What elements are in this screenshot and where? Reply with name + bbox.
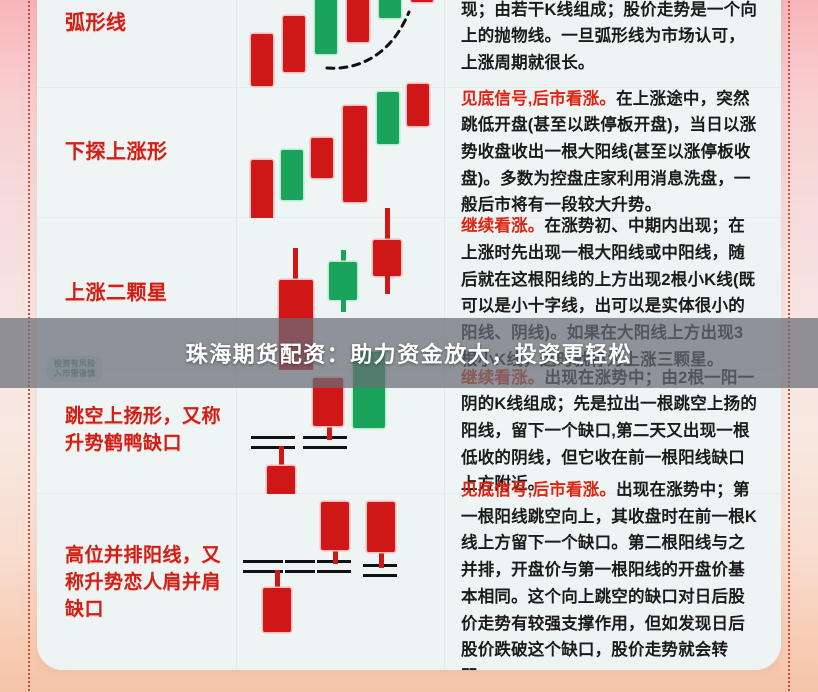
candle-wick bbox=[341, 249, 346, 268]
pattern-signal-tag: 见底信号,后市看涨。 bbox=[461, 481, 617, 499]
candle-up bbox=[281, 149, 303, 200]
candle-down bbox=[251, 34, 273, 86]
pattern-label-cell: 上涨二颗星 bbox=[37, 217, 237, 369]
gap-marker-line bbox=[285, 569, 315, 573]
gap-marker-line bbox=[303, 435, 347, 439]
gap-marker-line bbox=[363, 573, 397, 577]
gap-marker-line bbox=[243, 559, 283, 563]
candle-down bbox=[311, 137, 333, 178]
candle-wick bbox=[385, 207, 390, 252]
gap-marker-line bbox=[251, 445, 295, 449]
candle-wick bbox=[275, 569, 280, 590]
pattern-row: 下探上涨形 见底信号,后市看涨。在上涨途中，突然跳低开盘(甚至以跌停板开盘)，当… bbox=[37, 83, 781, 232]
candle-wick bbox=[327, 421, 332, 440]
candle-up-star bbox=[329, 261, 357, 300]
pattern-label-cell: 下探上涨形 bbox=[37, 87, 237, 217]
pattern-description-body: 在上涨途中，突然跳低开盘(甚至以跌停板开盘)，当日以涨势收盘收出一根大阳线(甚至… bbox=[461, 89, 757, 215]
gap-marker-line bbox=[303, 445, 347, 449]
pattern-name: 跳空上扬形，又称升势鹤鸭缺口 bbox=[65, 406, 222, 455]
pattern-name: 弧形线 bbox=[65, 12, 127, 35]
candle-down bbox=[251, 159, 273, 232]
candle-wick bbox=[385, 271, 390, 294]
candle-wick bbox=[333, 547, 338, 564]
candlestick-chart-arc-line bbox=[237, 0, 445, 87]
pattern-name: 上涨二颗星 bbox=[65, 282, 168, 305]
promo-overlay-banner: 珠海期货配资：助力资金放大，投资更轻松 bbox=[0, 318, 818, 388]
candle-down bbox=[347, 0, 369, 42]
pattern-description: 见底信号,后市看涨。在上涨途中，突然跳低开盘(甚至以跌停板开盘)，当日以涨势收盘… bbox=[461, 86, 759, 220]
pattern-label-cell: 弧形线 bbox=[37, 0, 237, 87]
candle-down bbox=[411, 0, 433, 2]
candlestick-chart-side-by-side bbox=[237, 493, 445, 670]
candle-up bbox=[377, 91, 399, 144]
candle-down-large bbox=[343, 105, 367, 202]
candle-down-star bbox=[373, 239, 401, 276]
pattern-row-list: 弧形线 见底信号，后市看涨。在涨势初期出现；由若干K线组成；股价走势 bbox=[37, 0, 781, 670]
candle-up bbox=[315, 0, 337, 54]
pattern-description-body: 在涨势初期出现；由若干K线组成；股价走势是一个向上的抛物线。一旦弧形线为市场认可… bbox=[461, 0, 758, 73]
pattern-description-cell: 见底信号,后市看涨。出现在涨势中；第一根阳线跳空向上，其收盘时在前一根K线上方留… bbox=[445, 481, 781, 670]
pattern-description-cell: 见底信号,后市看涨。在上涨途中，突然跳低开盘(甚至以跌停板开盘)，当日以涨势收盘… bbox=[445, 88, 781, 217]
pattern-description: 见底信号,后市看涨。出现在涨势中；第一根阳线跳空向上，其收盘时在前一根K线上方留… bbox=[461, 477, 759, 670]
pattern-description-cell: 见底信号，后市看涨。在涨势初期出现；由若干K线组成；股价走势是一个向上的抛物线。… bbox=[445, 0, 781, 87]
pattern-label-cell: 高位并排阳线，又称升势恋人肩并肩缺口 bbox=[37, 493, 237, 670]
candle-down bbox=[407, 83, 429, 126]
pattern-signal-tag: 见底信号,后市看涨。 bbox=[461, 89, 617, 108]
candle-up bbox=[379, 0, 401, 18]
candle-down bbox=[321, 501, 349, 550]
pattern-row: 高位并排阳线，又称升势恋人肩并肩缺口 bbox=[37, 481, 781, 670]
gap-marker-line bbox=[285, 559, 315, 563]
arc-trendline-icon bbox=[325, 10, 411, 70]
candle-down bbox=[263, 587, 291, 632]
pattern-signal-tag: 继续看涨。 bbox=[461, 217, 545, 236]
gap-marker-line bbox=[251, 435, 295, 439]
pattern-name: 高位并排阳线，又称升势恋人肩并肩缺口 bbox=[65, 545, 222, 621]
candlestick-chart-gap-up bbox=[237, 351, 445, 508]
gap-marker-line bbox=[317, 569, 351, 573]
promo-overlay-text: 珠海期货配资：助力资金放大，投资更轻松 bbox=[185, 342, 633, 367]
candle-down bbox=[367, 501, 395, 552]
pattern-name: 下探上涨形 bbox=[65, 141, 168, 164]
candlestick-chart-dip-rise bbox=[237, 83, 445, 232]
pattern-label-cell: 投资有风险 入市需谨慎 跳空上扬形，又称升势鹤鸭缺口 bbox=[37, 355, 237, 493]
pattern-description: 见底信号，后市看涨。在涨势初期出现；由若干K线组成；股价走势是一个向上的抛物线。… bbox=[461, 0, 759, 77]
candle-wick bbox=[341, 295, 346, 312]
candle-wick bbox=[379, 549, 384, 568]
pattern-row: 投资有风险 入市需谨慎 跳空上扬形，又称升势鹤鸭缺口 bbox=[37, 351, 781, 508]
pattern-description-body: 出现在涨势中；第一根阳线跳空向上，其收盘时在前一根K线上方留下一个缺口。第二根阳… bbox=[461, 481, 758, 670]
candle-wick bbox=[293, 247, 298, 282]
gap-marker-line bbox=[243, 569, 283, 573]
candle-down bbox=[283, 16, 305, 72]
pattern-row: 弧形线 见底信号，后市看涨。在涨势初期出现；由若干K线组成；股价走势 bbox=[37, 0, 781, 88]
candle-wick bbox=[279, 445, 284, 468]
pattern-description-cell: 继续看涨。出现在涨势中；由2根一阳一阴的K线组成；先是拉出一根跳空上扬的阳线，留… bbox=[445, 369, 781, 494]
